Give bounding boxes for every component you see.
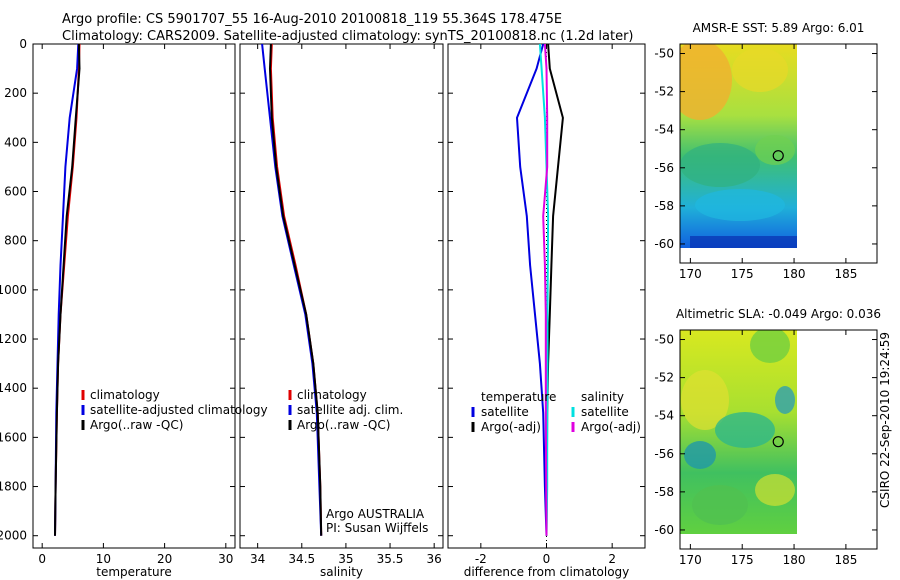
salinity-profile-legend-label: satellite adj. clim. [297,403,403,417]
sla-map-frame [679,329,878,550]
sst-map-xtick-label: 180 [783,267,806,281]
sla-map-ytick-label: -56 [654,447,674,461]
salinity-profile-annotation: PI: Susan Wijffels [326,521,428,535]
timestamp-label: CSIRO 22-Sep-2010 19:24:59 [878,332,892,508]
sla-map-ytick-label: -58 [654,485,674,499]
temperature-profile-ytick-label: 1800 [0,480,27,494]
temperature-profile-ytick-label: 0 [19,37,27,51]
difference-profile-legend-heading: temperature [481,390,556,404]
sla-map-image [680,330,797,534]
sla-map-xtick-label: 175 [731,553,754,567]
salinity-profile-series-argo-raw-qc- [268,43,323,536]
sla-map-title: Altimetric SLA: -0.049 Argo: 0.036 [676,307,881,321]
temperature-profile-ytick-label: 600 [4,185,27,199]
sla-map-ytick-label: -50 [654,333,674,347]
salinity-profile-xtick-label: 35 [338,552,353,566]
difference-profile-legend-heading: salinity [581,390,624,404]
temperature-profile-legend-label: satellite-adjusted climatology [90,403,268,417]
temperature-profile-xlabel: temperature [96,565,171,579]
salinity-profile-annotation: Argo AUSTRALIA [326,507,425,521]
temperature-profile-xtick-label: 10 [96,552,111,566]
temperature-profile-legend-label: Argo(..raw -QC) [90,418,183,432]
salinity-profile-xtick-label: 36 [427,552,442,566]
sst-map-ytick-label: -50 [654,47,674,61]
difference-profile-legend-label: satellite [481,405,529,419]
salinity-profile-xlabel: salinity [320,565,363,579]
difference-profile-legend-label: Argo(-adj) [581,420,641,434]
sst-map-ytick-label: -58 [654,199,674,213]
sst-map-argo-marker [772,150,784,162]
salinity-profile-xtick-label: 34 [250,552,265,566]
sla-map-argo-marker [772,436,784,448]
sst-map-xtick-label: 170 [679,267,702,281]
difference-profile-xlabel: difference from climatology [464,565,630,579]
temperature-profile-ytick-label: 1000 [0,283,27,297]
sst-map-ytick-label: -54 [654,123,674,137]
difference-profile-xtick-label: 2 [608,552,616,566]
salinity-profile-legend-label: Argo(..raw -QC) [297,418,390,432]
salinity-profile-xtick-label: 34.5 [288,552,315,566]
difference-profile-xtick-label: -2 [475,552,487,566]
salinity-profile-frame [239,43,444,549]
difference-profile-series-salinity-satellite [538,43,550,536]
sst-map-title: AMSR-E SST: 5.89 Argo: 6.01 [693,21,865,35]
difference-profile-series-temperature-satellite [515,43,548,536]
temperature-profile-series-argo-raw-qc- [54,43,81,536]
temperature-profile-ytick-label: 2000 [0,529,27,543]
sla-map-xtick-label: 185 [834,553,857,567]
sst-map-ytick-label: -60 [654,237,674,251]
figure-title-line1: Argo profile: CS 5901707_55 16-Aug-2010 … [62,12,563,27]
difference-profile-legend-label: Argo(-adj) [481,420,541,434]
temperature-profile-legend-label: climatology [90,388,160,402]
salinity-profile-series-climatology [269,43,323,536]
sst-map-xtick-label: 185 [834,267,857,281]
sla-map-ytick-label: -52 [654,371,674,385]
sst-map-frame [679,43,878,264]
sla-map-ytick-label: -60 [654,523,674,537]
temperature-profile-frame [32,43,236,549]
sla-map-xtick-label: 180 [783,553,806,567]
temperature-profile-xtick-label: 30 [218,552,233,566]
sst-map-image [680,44,797,248]
temperature-profile-ytick-label: 200 [4,86,27,100]
sst-map-ytick-label: -52 [654,85,674,99]
difference-profile-series-temperature-argo-adj- [545,43,564,536]
sla-map-ytick-label: -54 [654,409,674,423]
temperature-profile-ytick-label: 1200 [0,332,27,346]
sla-map-xtick-label: 170 [679,553,702,567]
temperature-profile-ytick-label: 1400 [0,381,27,395]
temperature-profile-xtick-label: 20 [157,552,172,566]
temperature-profile-ytick-label: 1600 [0,430,27,444]
salinity-profile-xtick-label: 35.5 [377,552,404,566]
temperature-profile-ytick-label: 800 [4,234,27,248]
sst-map-ytick-label: -56 [654,161,674,175]
salinity-profile-legend-label: climatology [297,388,367,402]
difference-profile-series-salinity-argo-adj- [542,43,549,536]
sst-map-xtick-label: 175 [731,267,754,281]
temperature-profile-ytick-label: 400 [4,135,27,149]
figure-title-line2: Climatology: CARS2009. Satellite-adjuste… [62,29,634,44]
difference-profile-legend-label: satellite [581,405,629,419]
temperature-profile-xtick-label: 0 [38,552,46,566]
difference-profile-xtick-label: 0 [543,552,551,566]
